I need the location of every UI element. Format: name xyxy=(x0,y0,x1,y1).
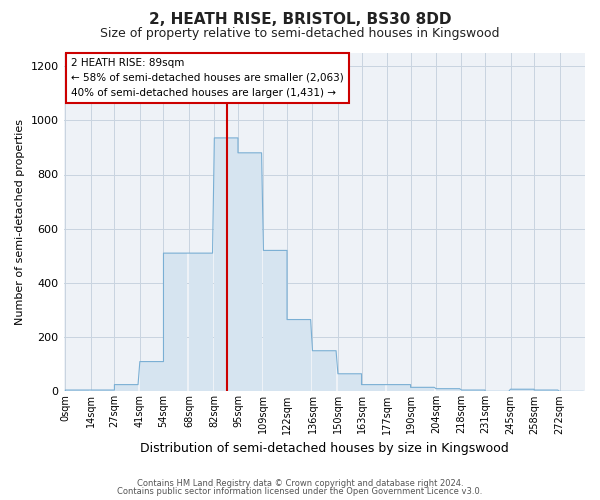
Y-axis label: Number of semi-detached properties: Number of semi-detached properties xyxy=(15,119,25,325)
Text: 2 HEATH RISE: 89sqm
← 58% of semi-detached houses are smaller (2,063)
40% of sem: 2 HEATH RISE: 89sqm ← 58% of semi-detach… xyxy=(71,58,344,98)
X-axis label: Distribution of semi-detached houses by size in Kingswood: Distribution of semi-detached houses by … xyxy=(140,442,509,455)
Text: 2, HEATH RISE, BRISTOL, BS30 8DD: 2, HEATH RISE, BRISTOL, BS30 8DD xyxy=(149,12,451,28)
Text: Size of property relative to semi-detached houses in Kingswood: Size of property relative to semi-detach… xyxy=(100,28,500,40)
Text: Contains public sector information licensed under the Open Government Licence v3: Contains public sector information licen… xyxy=(118,487,482,496)
Text: Contains HM Land Registry data © Crown copyright and database right 2024.: Contains HM Land Registry data © Crown c… xyxy=(137,478,463,488)
